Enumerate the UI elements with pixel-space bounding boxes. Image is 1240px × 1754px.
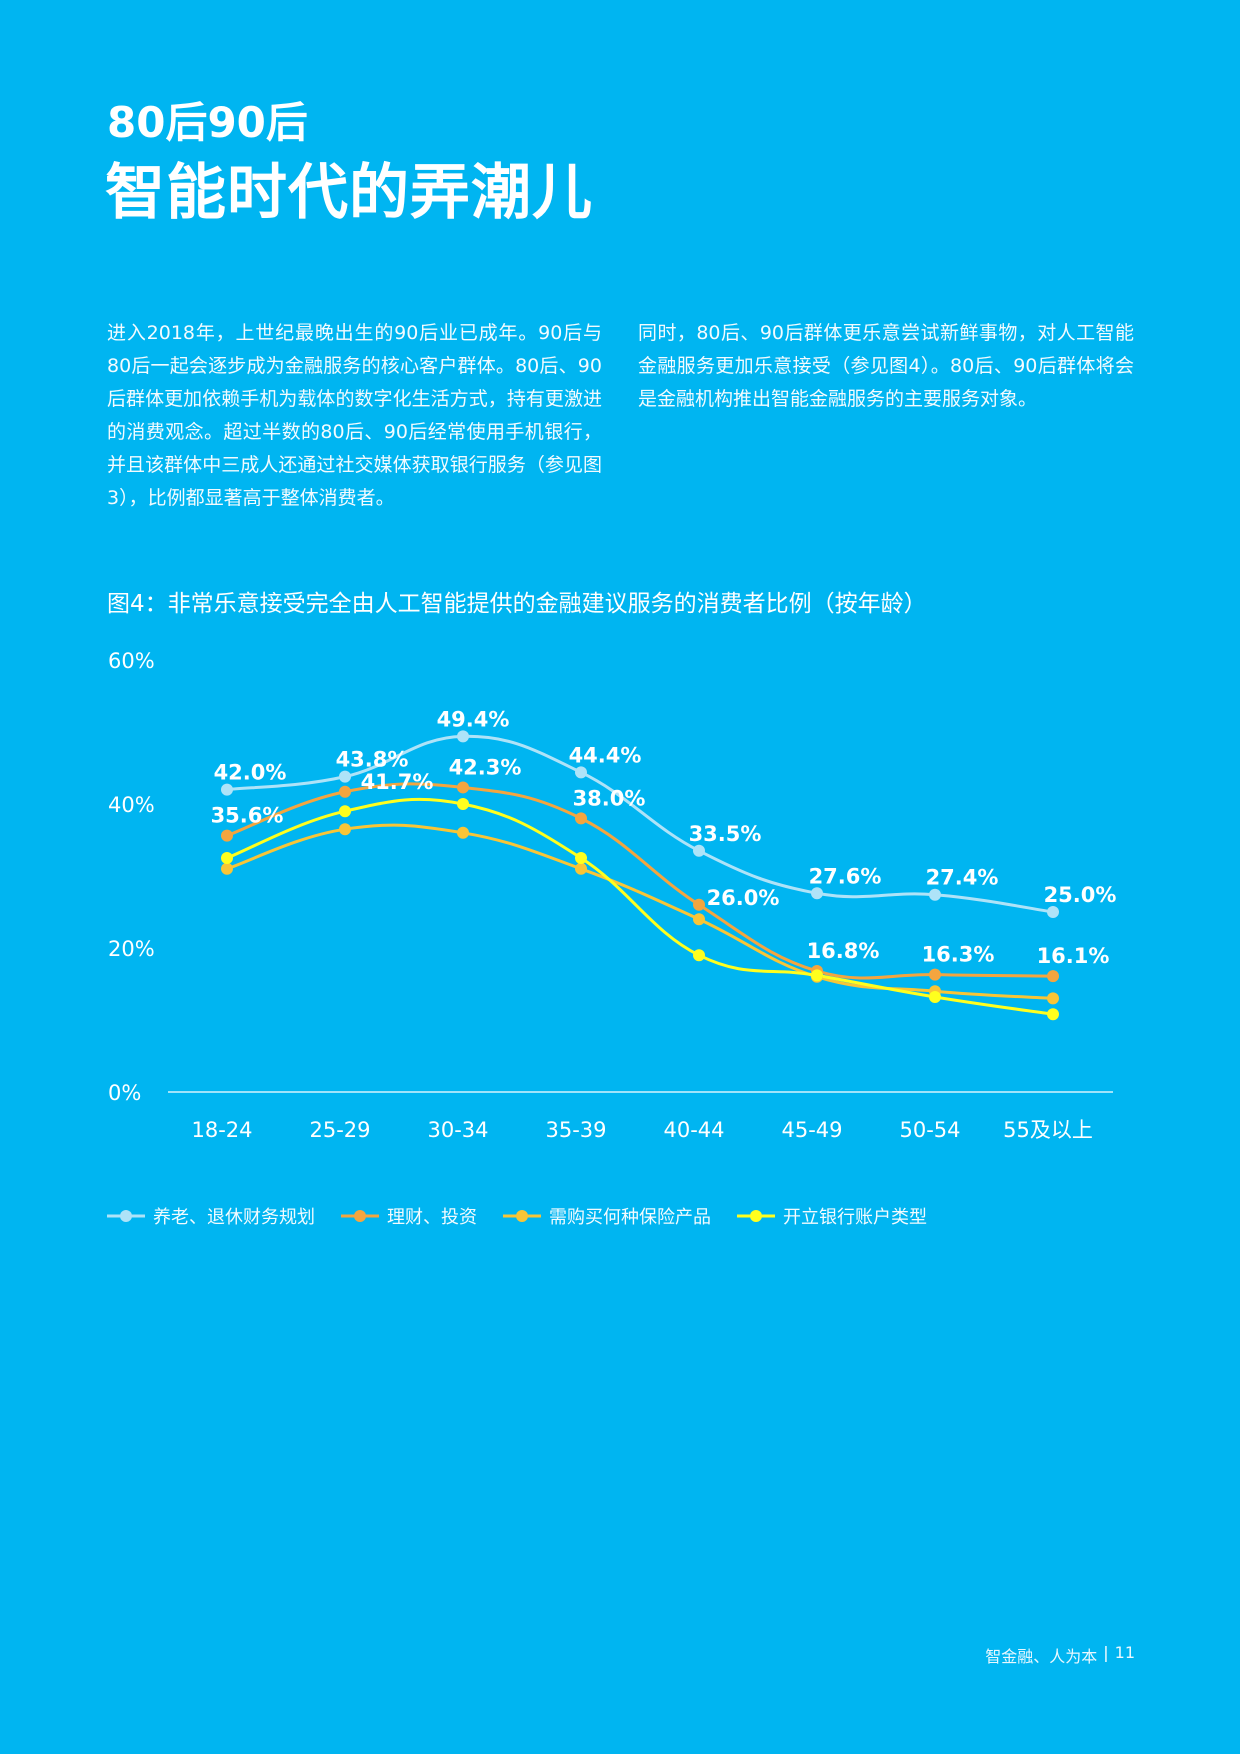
data-label: 16.8% — [807, 939, 880, 963]
data-point — [457, 730, 469, 743]
data-label: 25.0% — [1044, 883, 1117, 907]
legend-label: 养老、退休财务规划 — [153, 1207, 315, 1228]
data-point — [693, 898, 705, 911]
data-point — [1047, 992, 1059, 1005]
legend-label: 开立银行账户类型 — [783, 1207, 927, 1228]
data-point — [811, 887, 823, 900]
data-point — [929, 968, 941, 981]
page-kicker: 80后90后 — [107, 98, 308, 147]
data-label: 26.0% — [707, 886, 780, 910]
x-tick-label: 18-24 — [191, 1118, 252, 1142]
legend-label: 需购买何种保险产品 — [549, 1207, 711, 1228]
data-label: 38.0% — [573, 786, 646, 810]
x-tick-label: 40-44 — [663, 1118, 724, 1142]
data-point — [811, 969, 823, 982]
series-line — [226, 797, 1054, 1016]
legend-swatch — [503, 1210, 541, 1222]
x-tick-label: 55及以上 — [1003, 1118, 1093, 1142]
legend-item: 养老、退休财务规划 — [107, 1203, 315, 1229]
data-point — [693, 913, 705, 926]
series-line — [226, 823, 1054, 1000]
series-line — [226, 734, 1054, 914]
data-point — [575, 766, 587, 779]
data-label: 42.0% — [214, 761, 287, 785]
legend-item: 开立银行账户类型 — [737, 1203, 927, 1229]
data-point — [221, 862, 233, 875]
data-point — [929, 888, 941, 901]
data-point — [339, 770, 351, 783]
page-footer: 智金融、人为本 | 11 — [985, 1643, 1135, 1667]
data-point — [221, 783, 233, 796]
data-point — [693, 949, 705, 962]
data-label: 41.7% — [361, 770, 434, 794]
footer-separator: | — [1103, 1643, 1109, 1662]
data-point — [575, 862, 587, 875]
data-label: 43.8% — [336, 748, 409, 772]
data-point — [575, 812, 587, 825]
data-label: 49.4% — [437, 707, 510, 731]
data-point — [339, 785, 351, 798]
legend-swatch — [107, 1210, 145, 1222]
data-label: 27.6% — [809, 864, 882, 888]
legend-item: 理财、投资 — [341, 1203, 477, 1229]
data-point — [457, 826, 469, 839]
data-label: 35.6% — [211, 804, 284, 828]
footer-text: 智金融、人为本 — [985, 1647, 1098, 1666]
data-point — [1047, 970, 1059, 983]
x-tick-label: 50-54 — [899, 1118, 960, 1142]
y-tick-label: 20% — [108, 937, 155, 961]
page-title: 智能时代的弄潮儿 — [105, 158, 593, 228]
x-tick-label: 45-49 — [781, 1118, 842, 1142]
x-tick-label: 35-39 — [545, 1118, 606, 1142]
data-label: 33.5% — [689, 822, 762, 846]
right-paragraph: 同时，80后、90后群体更乐意尝试新鲜事物，对人工智能金融服务更加乐意接受（参见… — [638, 322, 1134, 410]
legend-label: 理财、投资 — [387, 1207, 477, 1228]
data-point — [339, 823, 351, 836]
data-point — [1047, 1008, 1059, 1021]
data-label: 16.3% — [922, 943, 995, 967]
data-label: 16.1% — [1037, 944, 1110, 968]
data-label: 27.4% — [926, 866, 999, 890]
data-point — [929, 990, 941, 1003]
data-point — [693, 844, 705, 857]
left-paragraph: 进入2018年，上世纪最晚出生的90后业已成年。90后与80后一起会逐步成为金融… — [107, 322, 602, 509]
chart-legend: 养老、退休财务规划 理财、投资 需购买何种保险产品 开立银行账户类型 — [107, 1203, 927, 1229]
data-point — [457, 781, 469, 794]
figure-title: 图4：非常乐意接受完全由人工智能提供的金融建议服务的消费者比例（按年龄） — [107, 591, 927, 617]
data-point — [221, 852, 233, 864]
data-point — [575, 852, 587, 864]
data-point — [339, 805, 351, 818]
legend-item: 需购买何种保险产品 — [503, 1203, 711, 1229]
legend-swatch — [737, 1210, 775, 1222]
data-label: 44.4% — [569, 743, 642, 767]
series-line — [226, 782, 1054, 980]
y-tick-label: 60% — [108, 649, 155, 673]
data-label: 42.3% — [449, 755, 522, 779]
data-point — [221, 829, 233, 842]
data-point — [457, 798, 469, 810]
y-tick-label: 0% — [108, 1081, 141, 1105]
y-tick-label: 40% — [108, 793, 155, 817]
legend-swatch — [341, 1210, 379, 1222]
x-tick-label: 25-29 — [309, 1118, 370, 1142]
x-tick-label: 30-34 — [427, 1118, 488, 1142]
data-point — [1047, 906, 1059, 918]
page-number: 11 — [1114, 1643, 1135, 1662]
